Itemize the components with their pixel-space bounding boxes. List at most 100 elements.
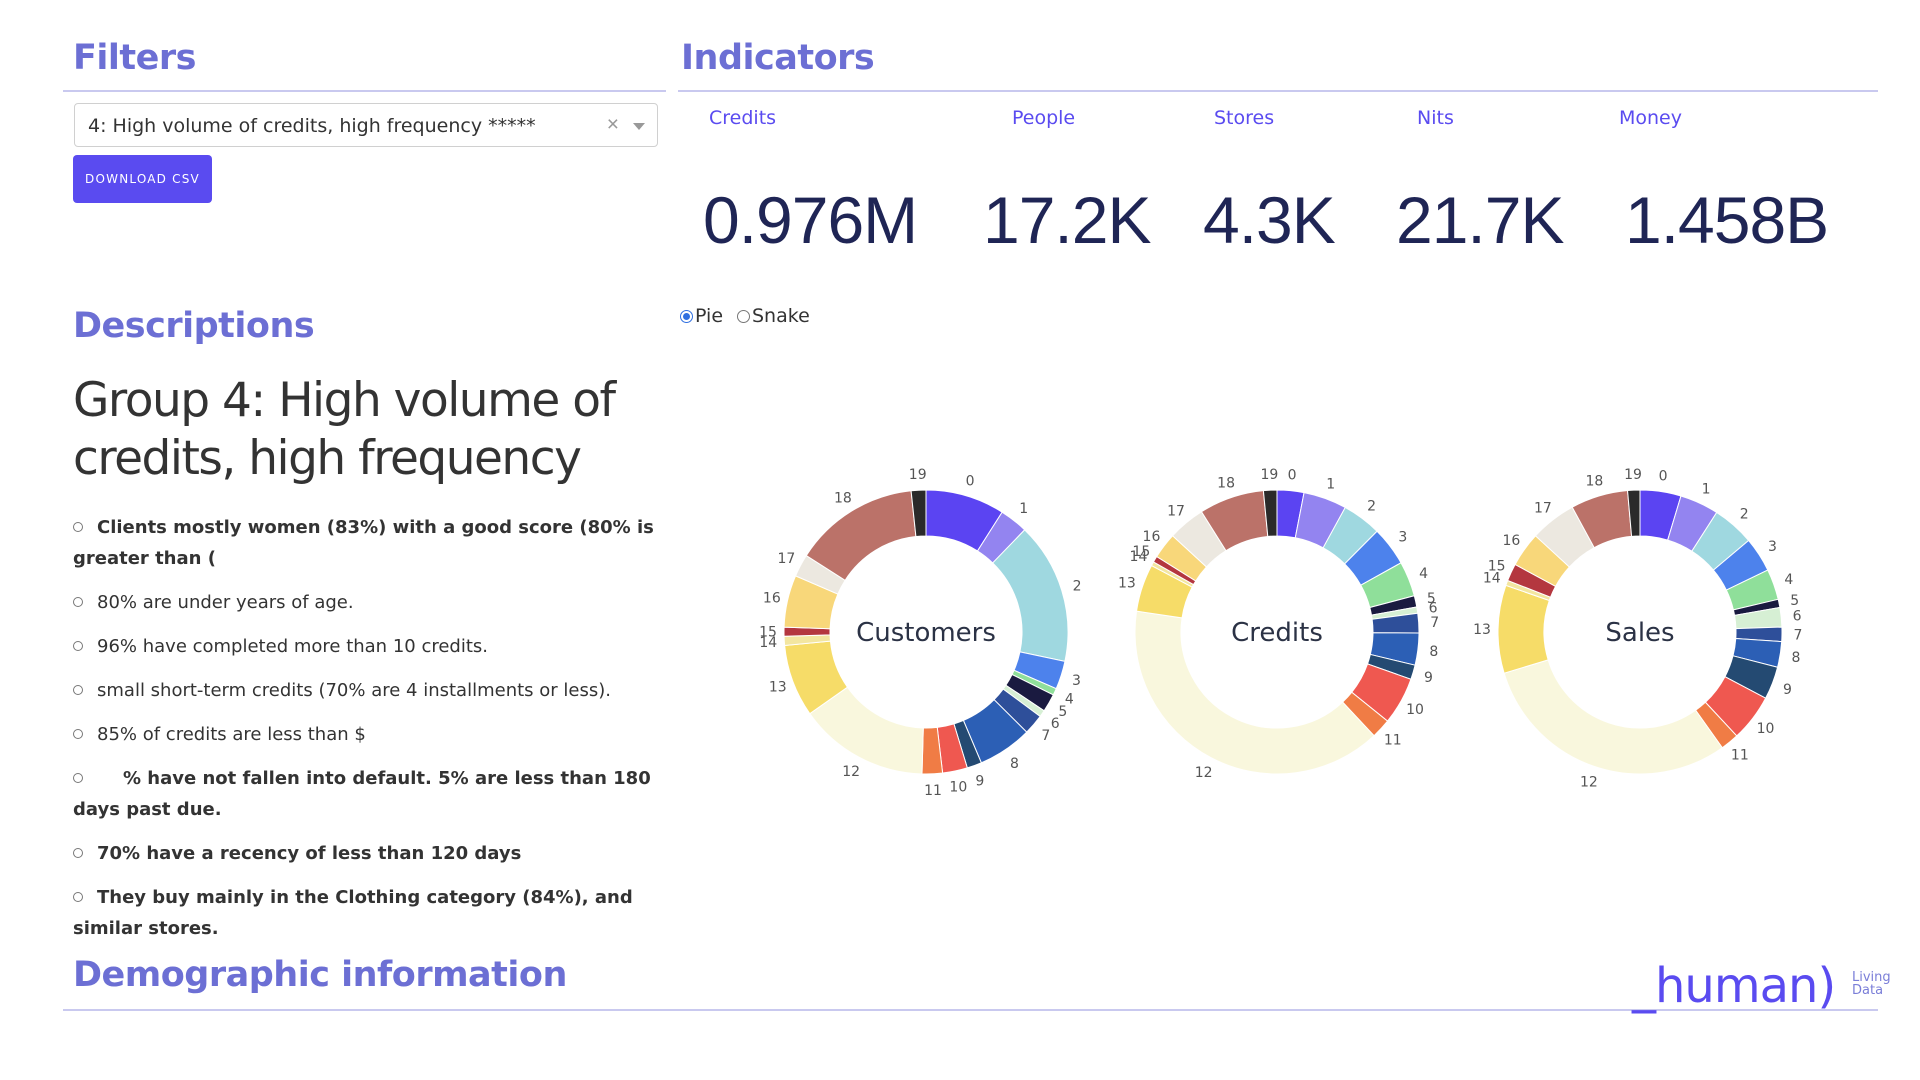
credits-slice-label-5: 5 [1427, 591, 1436, 607]
clear-icon[interactable]: × [606, 113, 619, 136]
indicator-value-credits: 0.976M [703, 183, 918, 257]
credits-slice-label-9: 9 [1424, 670, 1433, 686]
sales-slice-label-11: 11 [1731, 747, 1749, 763]
chevron-down-icon[interactable] [633, 123, 645, 130]
customers-slice-label-7: 7 [1041, 728, 1050, 744]
list-item: They buy mainly in the Clothing category… [73, 882, 663, 944]
credits-slice-label-8: 8 [1429, 644, 1438, 660]
credits-slice-label-2: 2 [1367, 498, 1376, 514]
credits-slice-label-14: 14 [1130, 549, 1148, 565]
credits-slice-label-7: 7 [1430, 615, 1439, 631]
customers-slice-label-3: 3 [1072, 673, 1081, 689]
customers-slice-label-11: 11 [924, 783, 942, 799]
demographic-rule [63, 1009, 1878, 1011]
credits-slice-19[interactable] [1262, 489, 1278, 537]
customers-slice-label-13: 13 [769, 680, 787, 696]
bullet-text: 70% have a recency of less than 120 days [97, 843, 522, 864]
bullet-text: They buy mainly in the Clothing category… [73, 887, 633, 939]
sales-slice-label-5: 5 [1790, 593, 1799, 609]
list-item: small short-term credits (70% are 4 inst… [73, 675, 663, 706]
indicator-label-stores: Stores [1214, 107, 1275, 129]
sales-slice-label-10: 10 [1757, 721, 1775, 737]
indicator-value-money: 1.458B [1625, 183, 1829, 257]
bullet-icon [73, 729, 83, 739]
customers-slice-19[interactable] [910, 489, 927, 538]
bullet-icon [73, 892, 83, 902]
indicator-label-money: Money [1619, 107, 1682, 129]
sales-slice-label-14: 14 [1483, 570, 1501, 586]
radio-pie-label: Pie [695, 305, 724, 327]
credits-slice-label-13: 13 [1118, 576, 1136, 592]
customers-slice-label-18: 18 [834, 491, 852, 507]
credits-slice-label-19: 19 [1261, 467, 1279, 483]
sales-slice-12[interactable] [1503, 659, 1723, 775]
customers-slice-label-5: 5 [1058, 704, 1067, 720]
radio-pie-dot[interactable] [680, 309, 693, 323]
bullet-text: small short-term credits (70% are 4 inst… [97, 680, 611, 701]
indicators-rule [678, 90, 1878, 92]
customers-chart-title: Customers [856, 618, 996, 648]
credits-slice-label-3: 3 [1398, 530, 1407, 546]
radio-snake[interactable]: Snake [737, 305, 810, 327]
bullet-icon [73, 773, 83, 783]
radio-snake-label: Snake [752, 305, 810, 327]
bullet-text: % have not fallen into default. 5% are l… [73, 768, 651, 820]
indicator-value-people: 17.2K [983, 183, 1151, 257]
download-csv-button[interactable]: DOWNLOAD CSV [73, 155, 212, 203]
credits-slice-label-11: 11 [1384, 733, 1402, 749]
bullet-text: 80% are under years of age. [97, 592, 354, 613]
customers-slice-label-12: 12 [842, 764, 860, 780]
credits-slice-label-16: 16 [1143, 529, 1161, 545]
customers-slice-label-6: 6 [1051, 716, 1060, 732]
list-item: 96% have completed more than 10 credits. [73, 631, 663, 662]
list-item: 85% of credits are less than $ [73, 719, 663, 750]
indicator-label-nits: Nits [1417, 107, 1454, 129]
sales-slice-13[interactable] [1497, 584, 1550, 674]
descriptions-title: Descriptions [73, 306, 315, 346]
customers-slice-label-15: 15 [759, 625, 777, 641]
customers-slice-label-4: 4 [1065, 692, 1074, 708]
radio-snake-dot[interactable] [737, 309, 750, 323]
sales-slice-label-8: 8 [1792, 650, 1801, 666]
sales-slice-19[interactable] [1627, 489, 1641, 537]
list-item: 70% have a recency of less than 120 days [73, 838, 663, 869]
sales-slice-label-0: 0 [1659, 469, 1668, 485]
credits-slice-label-6: 6 [1429, 601, 1438, 617]
group-filter-value: 4: High volume of credits, high frequenc… [88, 115, 536, 137]
bullet-icon [73, 522, 83, 532]
customers-slice-label-14: 14 [759, 635, 777, 651]
bullet-text: 85% of credits are less than $ [97, 724, 366, 745]
credits-chart-title: Credits [1231, 618, 1323, 648]
radio-pie[interactable]: Pie [680, 305, 723, 327]
bullet-icon [73, 848, 83, 858]
customers-slice-label-19: 19 [909, 467, 927, 483]
credits-slice-12[interactable] [1134, 610, 1375, 775]
customers-slice-label-2: 2 [1073, 579, 1082, 595]
bullet-icon [73, 597, 83, 607]
filters-rule [63, 90, 666, 92]
human-logo: _human) [1632, 958, 1836, 1014]
indicators-title: Indicators [681, 38, 875, 78]
sales-slice-label-13: 13 [1473, 622, 1491, 638]
sales-slice-label-19: 19 [1624, 467, 1642, 483]
customers-slice-label-16: 16 [763, 590, 781, 606]
logo-sub-line2: Data [1852, 983, 1884, 998]
customers-slice-label-1: 1 [1019, 501, 1028, 517]
customers-slice-label-17: 17 [777, 551, 795, 567]
credits-slice-label-10: 10 [1406, 702, 1424, 718]
bullet-icon [73, 685, 83, 695]
group-filter-select[interactable]: 4: High volume of credits, high frequenc… [74, 103, 658, 147]
sales-slice-label-6: 6 [1793, 609, 1802, 625]
demographic-title: Demographic information [73, 955, 567, 995]
sales-slice-label-1: 1 [1702, 481, 1711, 497]
sales-slice-label-18: 18 [1586, 474, 1604, 490]
credits-slice-label-15: 15 [1132, 544, 1150, 560]
customers-slice-label-10: 10 [949, 780, 967, 796]
sales-slice-label-9: 9 [1783, 682, 1792, 698]
credits-slice-label-17: 17 [1167, 503, 1185, 519]
indicator-value-nits: 21.7K [1396, 183, 1564, 257]
bullet-text: Clients mostly women (83%) with a good s… [73, 517, 654, 569]
group-title: Group 4: High volume of credits, high fr… [73, 373, 616, 486]
list-item: 80% are under years of age. [73, 587, 663, 618]
indicator-value-stores: 4.3K [1203, 183, 1336, 257]
